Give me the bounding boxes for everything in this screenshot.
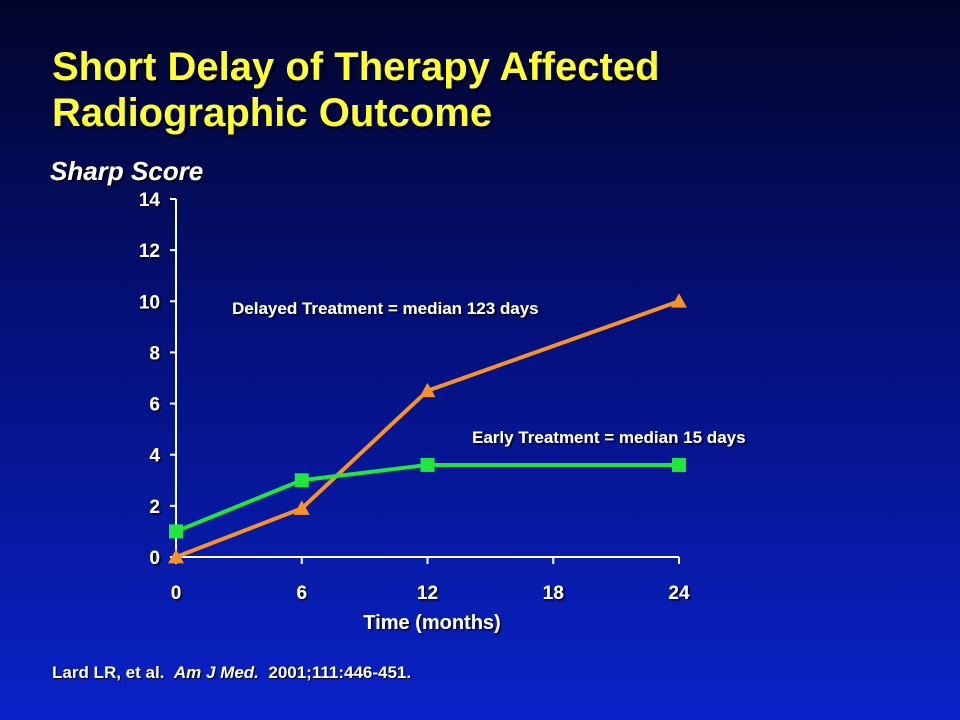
y-tick-label: 6 bbox=[149, 395, 160, 416]
y-tick-label: 10 bbox=[139, 292, 160, 313]
data-point-delayed bbox=[168, 549, 184, 564]
title-line-2: Radiographic Outcome bbox=[52, 91, 493, 135]
y-tick-label: 14 bbox=[139, 190, 161, 211]
data-point-delayed bbox=[293, 500, 310, 515]
data-point-early bbox=[672, 457, 686, 472]
y-tick-label: 4 bbox=[149, 446, 160, 467]
y-tick-label: 12 bbox=[139, 241, 160, 262]
series-line-delayed bbox=[175, 299, 680, 559]
citation-journal: Am J Med. bbox=[173, 663, 259, 682]
citation-details: 2001;111:446-451. bbox=[268, 663, 412, 682]
y-axis-label: Sharp Score bbox=[50, 156, 203, 186]
data-point-early bbox=[420, 457, 435, 472]
x-axis-label: Time (months) bbox=[363, 612, 500, 634]
series-label-delayed: Delayed Treatment = median 123 days bbox=[232, 299, 539, 318]
x-tick-label: 18 bbox=[543, 583, 564, 604]
data-point-early bbox=[169, 524, 183, 539]
title-line-1: Short Delay of Therapy Affected bbox=[52, 45, 660, 89]
y-tick-label: 0 bbox=[149, 548, 160, 569]
data-point-delayed bbox=[671, 293, 687, 308]
data-point-delayed bbox=[419, 382, 436, 398]
y-tick-label: 2 bbox=[149, 497, 160, 518]
series-line-early bbox=[175, 462, 679, 534]
x-tick-label: 12 bbox=[417, 583, 438, 604]
citation: Lard LR, et al. Am J Med. 2001;111:446-4… bbox=[52, 663, 411, 683]
y-tick-label: 8 bbox=[149, 343, 160, 364]
series-label-early: Early Treatment = median 15 days bbox=[472, 428, 746, 447]
slide-title: Short Delay of Therapy Affected Radiogra… bbox=[52, 44, 912, 136]
x-tick-label: 0 bbox=[171, 583, 182, 604]
data-point-early bbox=[294, 473, 309, 488]
x-tick-label: 6 bbox=[296, 583, 307, 604]
x-tick-label: 24 bbox=[668, 583, 690, 604]
citation-authors: Lard LR, et al. bbox=[52, 663, 165, 682]
